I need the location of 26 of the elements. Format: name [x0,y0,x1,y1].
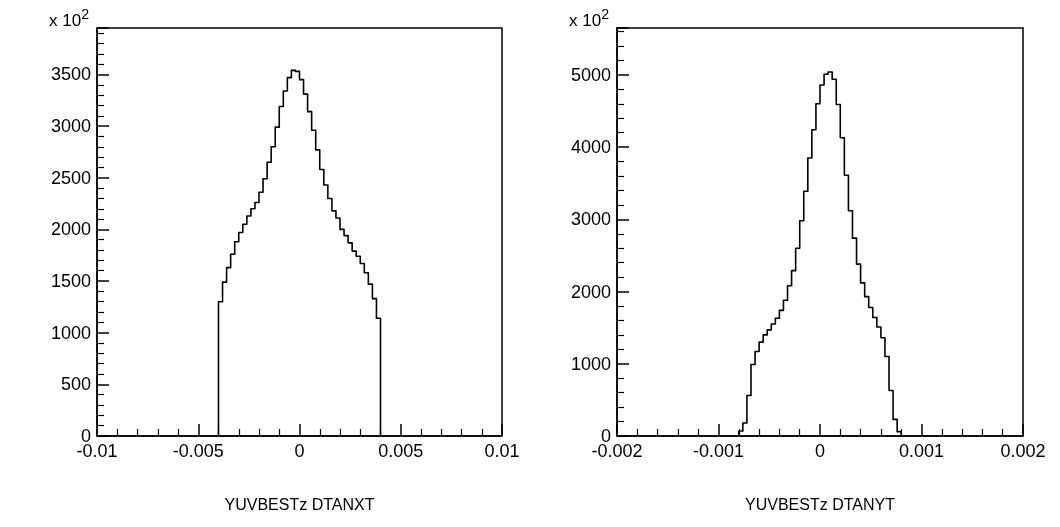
y-tick-label: 3000 [50,116,91,137]
x-tick-label: 0.005 [378,441,424,461]
x-tick-label: -0.005 [172,441,224,461]
x-axis-title: YUVBESTz DTANXT [224,495,375,513]
x-tick-label: 0.01 [484,441,520,461]
y-tick-label: 2000 [570,281,611,302]
x-axis-title: YUVBESTz DTANYT [745,495,896,513]
y-tick-label: 2000 [50,219,91,240]
y-tick-label: 500 [60,374,91,395]
y-tick-label: 1000 [570,353,611,374]
y-tick-label: 3500 [50,64,91,85]
x-tick-label: 0 [294,441,305,461]
x-tick-label: 0 [814,441,826,461]
y-tick-label: 4000 [570,137,611,158]
x-tick-label: 0.002 [1000,441,1046,461]
y-axis-title: x 10$^{2}$ [568,6,609,31]
y-tick-label: 1500 [50,271,91,292]
y-axis-title: x 10$^{2}$ [48,6,89,31]
x-tick-label: -0.01 [76,441,118,461]
y-tick-label: 3000 [570,209,611,230]
x-tick-label: 0.001 [898,441,945,461]
y-tick-label: 2500 [50,167,91,188]
x-tick-label: -0.002 [591,441,643,461]
y-tick-label: 1000 [50,322,91,343]
y-tick-label: 5000 [570,64,611,85]
x-tick-label: -0.001 [692,441,745,461]
